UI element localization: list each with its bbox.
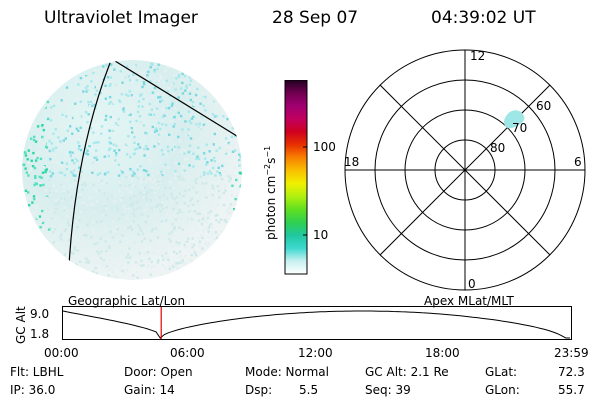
lat-label-80: 80: [490, 141, 505, 155]
xtick-0000: 00:00: [44, 346, 79, 360]
altitude-frame: [62, 306, 572, 340]
status-seq: Seq: 39: [365, 383, 411, 397]
colorbar-tick-10: 10: [313, 228, 329, 242]
lat-label-70: 70: [512, 121, 527, 135]
altitude-ytick-1.8: 1.8: [30, 327, 50, 341]
status-glon-label: GLon:: [485, 383, 520, 397]
status-ip: IP: 36.0: [10, 383, 56, 397]
auroral-image: [22, 60, 242, 280]
status-glat-label: GLat:: [485, 365, 518, 379]
xtick-0600: 06:00: [170, 346, 205, 360]
status-dsp-value: 5.5: [299, 383, 319, 397]
status-glat-value: 72.3: [558, 365, 585, 379]
colorbar-gradient: [284, 80, 308, 275]
header-date: 28 Sep 07: [272, 8, 359, 28]
status-flt: Flt: LBHL: [10, 365, 64, 379]
altitude-ylabel: GC Alt: [14, 306, 28, 344]
xtick-1200: 12:00: [298, 346, 333, 360]
caption-geographic: Geographic Lat/Lon: [68, 294, 186, 308]
mlt-label-18: 18: [344, 155, 359, 169]
colorbar-tick-100: 100: [313, 140, 336, 154]
image-speckle: [22, 62, 242, 280]
app-title: Ultraviolet Imager: [44, 8, 198, 28]
polar-plot: 12 0 18 6 60 70 80: [344, 49, 586, 291]
colorbar: [284, 80, 308, 275]
status-gain: Gain: 14: [124, 383, 175, 397]
altitude-ytick-9: 9.0: [30, 307, 50, 321]
header-time: 04:39:02 UT: [431, 8, 536, 28]
status-dsp-label: Dsp:: [245, 383, 273, 397]
altitude-curve: [62, 310, 570, 339]
xtick-1800: 18:00: [425, 346, 460, 360]
geo-meridian-line: [67, 62, 111, 280]
status-glon-value: 55.7: [558, 383, 585, 397]
lat-label-60: 60: [536, 99, 551, 113]
mlt-label-6: 6: [574, 155, 582, 169]
status-door: Door: Open: [124, 365, 193, 379]
colorbar-unit-label: photon cm−2s−1: [263, 145, 278, 240]
mlt-label-0: 0: [468, 277, 476, 291]
status-gcalt: GC Alt: 2.1 Re: [365, 365, 449, 379]
polar-auroral-blob: [503, 110, 525, 129]
geo-latitude-line: [114, 60, 242, 142]
xtick-2359: 23:59: [554, 346, 589, 360]
altitude-plot: [62, 306, 572, 340]
mlt-label-12: 12: [470, 49, 485, 63]
caption-apex: Apex MLat/MLT: [424, 294, 514, 308]
status-mode: Mode: Normal: [245, 365, 329, 379]
